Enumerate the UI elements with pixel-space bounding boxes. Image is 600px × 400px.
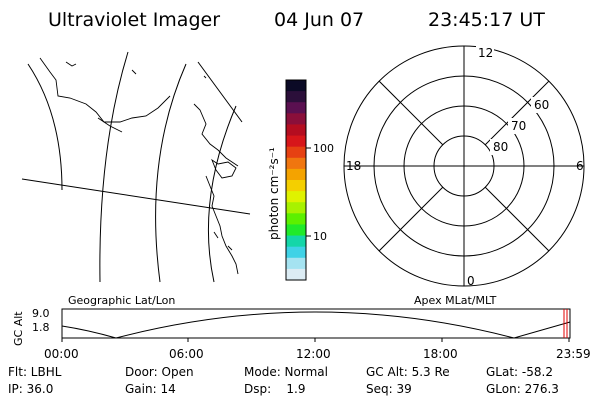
colorbar-band bbox=[286, 246, 306, 259]
label-backdrop bbox=[531, 97, 555, 113]
polar-diagonal bbox=[378, 80, 444, 146]
colorbar-tick-label-100: 100 bbox=[313, 142, 334, 155]
longitude-line bbox=[27, 63, 63, 191]
altitude-plot-frame bbox=[61, 308, 571, 339]
colorbar-band bbox=[286, 268, 306, 281]
label-backdrop bbox=[508, 118, 532, 134]
colorbar-band bbox=[286, 235, 306, 248]
colorbar-band bbox=[286, 91, 306, 103]
colorbar-unit-label: photon cm⁻²s⁻¹ bbox=[267, 147, 281, 240]
colorbar-band bbox=[286, 102, 306, 114]
status-mode: Mode: Normal bbox=[244, 365, 328, 379]
mlt-label-12: 12 bbox=[478, 46, 493, 60]
time-tick-1800: 18:00 bbox=[423, 347, 458, 361]
colorbar-band bbox=[286, 135, 306, 148]
mlt-label-0: 0 bbox=[467, 274, 475, 288]
colorbar-band bbox=[286, 191, 306, 203]
map-caption-left: Geographic Lat/Lon bbox=[68, 294, 175, 307]
polar-diagonal bbox=[378, 186, 444, 252]
longitude-line bbox=[99, 51, 129, 283]
status-dsp: Dsp: 1.9 bbox=[244, 382, 306, 396]
time-tick-0000: 00:00 bbox=[44, 347, 79, 361]
altitude-tick-1-8: 1.8 bbox=[32, 321, 50, 334]
altitude-tick-9: 9.0 bbox=[32, 307, 50, 320]
date-label: 04 Jun 07 bbox=[274, 9, 364, 31]
colorbar-band bbox=[286, 224, 306, 237]
mlat-label-70: 70 bbox=[511, 119, 526, 133]
time-tick-2359: 23:59 bbox=[556, 347, 591, 361]
colorbar-band bbox=[286, 124, 306, 137]
colorbar-band bbox=[286, 168, 306, 181]
mlt-label-18: 18 bbox=[346, 159, 361, 173]
colorbar-band bbox=[286, 202, 306, 214]
polar-mlat-mlt-plot bbox=[343, 45, 585, 287]
longitude-line bbox=[207, 105, 237, 283]
label-backdrop bbox=[476, 45, 494, 59]
label-backdrop bbox=[490, 139, 514, 155]
geographic-map bbox=[21, 51, 251, 283]
status-door: Door: Open bbox=[125, 365, 194, 379]
polar-diagonal bbox=[484, 186, 550, 252]
colorbar-band bbox=[286, 113, 306, 126]
colorbar-tick-label-10: 10 bbox=[313, 230, 327, 243]
coastline bbox=[39, 57, 239, 275]
time-tick-1200: 12:00 bbox=[296, 347, 331, 361]
status-gain: Gain: 14 bbox=[125, 382, 176, 396]
longitude-line bbox=[155, 63, 187, 283]
status-gc-alt: GC Alt: 5.3 Re bbox=[366, 365, 450, 379]
mlat-label-80: 80 bbox=[493, 140, 508, 154]
colorbar-band bbox=[286, 157, 306, 170]
colorbar bbox=[286, 80, 306, 281]
time-axis-ticks bbox=[61, 338, 570, 342]
latitude-line bbox=[21, 178, 251, 215]
status-seq: Seq: 39 bbox=[366, 382, 412, 396]
colorbar-band bbox=[286, 257, 306, 270]
status-ip: IP: 36.0 bbox=[8, 382, 53, 396]
mlat-label-60: 60 bbox=[534, 98, 549, 112]
colorbar-band bbox=[286, 213, 306, 226]
polar-diagonal bbox=[484, 80, 550, 146]
altitude-axis-label: GC Alt bbox=[12, 311, 25, 346]
status-glat: GLat: -58.2 bbox=[486, 365, 553, 379]
instrument-title: Ultraviolet Imager bbox=[48, 9, 220, 31]
colorbar-band bbox=[286, 146, 306, 159]
colorbar-band bbox=[286, 80, 306, 92]
time-tick-0600: 06:00 bbox=[169, 347, 204, 361]
time-label: 23:45:17 UT bbox=[428, 9, 545, 31]
status-glon: GLon: 276.3 bbox=[486, 382, 559, 396]
colorbar-band bbox=[286, 180, 306, 192]
latitude-line bbox=[197, 61, 243, 123]
colorbar-frame bbox=[285, 79, 307, 281]
mlt-label-6: 6 bbox=[576, 159, 584, 173]
altitude-curve bbox=[61, 311, 571, 339]
status-filter: Flt: LBHL bbox=[8, 365, 62, 379]
map-caption-right: Apex MLat/MLT bbox=[414, 294, 497, 307]
